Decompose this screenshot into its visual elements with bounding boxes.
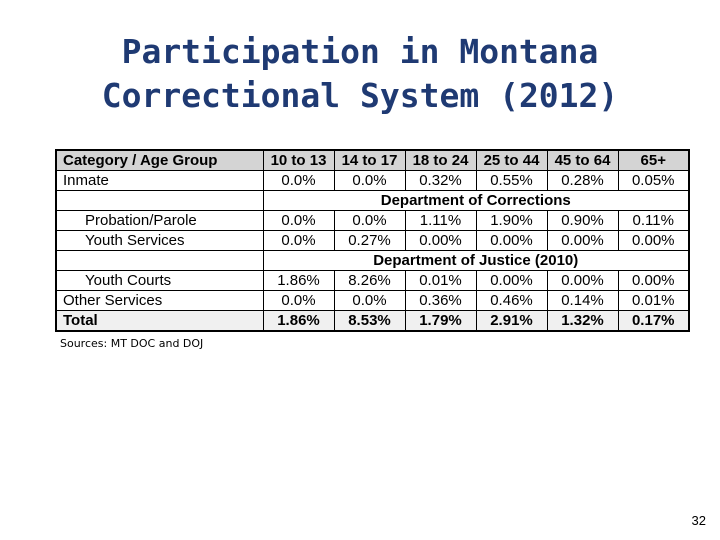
table-cell: 1.79%: [404, 310, 477, 332]
table-cell: 0.0%: [262, 210, 335, 231]
table-cell: 0.0%: [262, 170, 335, 191]
slide-title: Participation in Montana Correctional Sy…: [0, 30, 720, 118]
table-row: Inmate 0.0% 0.0% 0.32% 0.55% 0.28% 0.05%: [55, 170, 690, 191]
table-cell: 1.86%: [262, 270, 335, 291]
table-cell: 0.00%: [617, 230, 690, 251]
table-cell: 0.0%: [262, 290, 335, 311]
row-label: Total: [55, 310, 264, 332]
table-cell: 0.36%: [404, 290, 477, 311]
table-cell: 2.91%: [475, 310, 548, 332]
section-row: Department of Justice (2010): [55, 250, 690, 271]
header-cell: 18 to 24: [404, 149, 477, 171]
section-spacer: [55, 190, 264, 211]
table-cell: 8.53%: [333, 310, 406, 332]
table-cell: 0.00%: [546, 230, 619, 251]
table-cell: 0.0%: [333, 290, 406, 311]
table-cell: 0.17%: [617, 310, 690, 332]
header-cell: 65+: [617, 149, 690, 171]
header-cell: Category / Age Group: [55, 149, 264, 171]
participation-table: Category / Age Group 10 to 13 14 to 17 1…: [55, 149, 690, 332]
row-label: Youth Courts: [55, 270, 264, 291]
table-cell: 1.90%: [475, 210, 548, 231]
table-cell: 0.90%: [546, 210, 619, 231]
table-row: Youth Services 0.0% 0.27% 0.00% 0.00% 0.…: [55, 230, 690, 251]
table-cell: 0.32%: [404, 170, 477, 191]
table-cell: 0.01%: [617, 290, 690, 311]
table-cell: 0.0%: [333, 210, 406, 231]
table-cell: 0.0%: [262, 230, 335, 251]
header-cell: 25 to 44: [475, 149, 548, 171]
table-cell: 0.11%: [617, 210, 690, 231]
table-cell: 0.28%: [546, 170, 619, 191]
table-cell: 0.14%: [546, 290, 619, 311]
sources-note: Sources: MT DOC and DOJ: [60, 337, 204, 350]
table-cell: 8.26%: [333, 270, 406, 291]
row-label: Other Services: [55, 290, 264, 311]
header-cell: 14 to 17: [333, 149, 406, 171]
title-line-1: Participation in Montana: [121, 32, 599, 71]
table-cell: 1.86%: [262, 310, 335, 332]
section-spacer: [55, 250, 264, 271]
table-cell: 1.32%: [546, 310, 619, 332]
table-cell: 0.00%: [475, 270, 548, 291]
header-cell: 45 to 64: [546, 149, 619, 171]
page-number: 32: [691, 513, 706, 528]
header-cell: 10 to 13: [262, 149, 335, 171]
section-heading-doj: Department of Justice (2010): [262, 250, 690, 271]
table-header-row: Category / Age Group 10 to 13 14 to 17 1…: [55, 149, 690, 171]
table-cell: 1.11%: [404, 210, 477, 231]
table-cell: 0.0%: [333, 170, 406, 191]
total-row: Total 1.86% 8.53% 1.79% 2.91% 1.32% 0.17…: [55, 310, 690, 332]
table-row: Youth Courts 1.86% 8.26% 0.01% 0.00% 0.0…: [55, 270, 690, 291]
row-label: Probation/Parole: [55, 210, 264, 231]
table-cell: 0.27%: [333, 230, 406, 251]
table-cell: 0.00%: [546, 270, 619, 291]
title-line-2: Correctional System (2012): [101, 76, 619, 115]
section-heading-doc: Department of Corrections: [262, 190, 690, 211]
row-label: Youth Services: [55, 230, 264, 251]
table-cell: 0.46%: [475, 290, 548, 311]
table-cell: 0.00%: [617, 270, 690, 291]
section-row: Department of Corrections: [55, 190, 690, 211]
table-cell: 0.55%: [475, 170, 548, 191]
table-cell: 0.00%: [404, 230, 477, 251]
table-row: Other Services 0.0% 0.0% 0.36% 0.46% 0.1…: [55, 290, 690, 311]
table-cell: 0.05%: [617, 170, 690, 191]
table-cell: 0.00%: [475, 230, 548, 251]
table-row: Probation/Parole 0.0% 0.0% 1.11% 1.90% 0…: [55, 210, 690, 231]
table-cell: 0.01%: [404, 270, 477, 291]
row-label: Inmate: [55, 170, 264, 191]
